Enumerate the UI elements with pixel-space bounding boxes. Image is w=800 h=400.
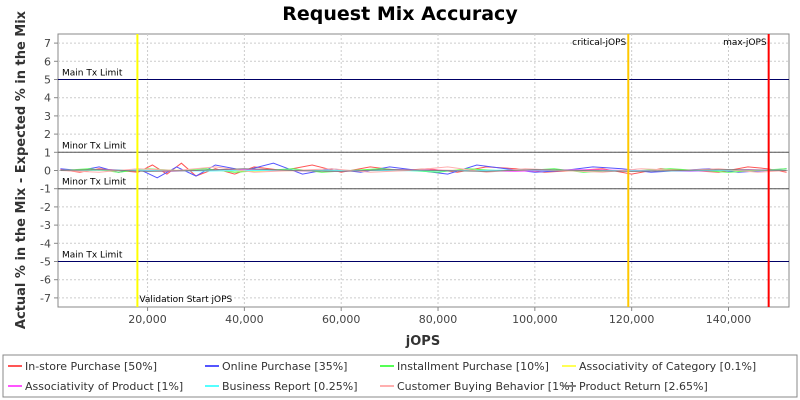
series-line: [60, 162, 787, 179]
marker-label: max-jOPS: [723, 38, 767, 48]
x-tick-label: 120,000: [609, 313, 655, 326]
legend-entry: In-store Purchase [50%]: [25, 360, 157, 373]
y-tick-label: -1: [40, 183, 51, 196]
y-tick-label: -3: [40, 219, 51, 232]
limit-label: Main Tx Limit: [62, 69, 123, 79]
y-tick-label: 3: [44, 110, 51, 123]
chart-title: Request Mix Accuracy: [282, 3, 518, 25]
x-tick-label: 20,000: [128, 313, 167, 326]
y-tick-label: -2: [40, 201, 51, 214]
x-tick-label: 40,000: [225, 313, 264, 326]
legend: In-store Purchase [50%] Online Purchase […: [8, 360, 756, 393]
x-tick-label: 60,000: [322, 313, 361, 326]
y-tick-label: 6: [44, 55, 51, 68]
x-tick-label: 80,000: [419, 313, 458, 326]
y-tick-label: -5: [40, 256, 51, 269]
legend-entry: Online Purchase [35%]: [222, 360, 347, 373]
legend-entry: Associativity of Product [1%]: [25, 380, 183, 393]
marker-label: Validation Start jOPS: [139, 295, 232, 305]
y-tick-label: 5: [44, 74, 51, 87]
limit-label: Minor Tx Limit: [62, 141, 127, 151]
series-line: [60, 168, 787, 172]
limit-label: Minor Tx Limit: [62, 178, 127, 188]
y-axis-label: Actual % in the Mix - Expected % in the …: [14, 10, 29, 329]
y-tick-label: 2: [44, 128, 51, 141]
x-axis-ticks: 20,000 40,000 60,000 80,000 100,000 120,000 14…: [128, 307, 751, 326]
legend-entry: Customer Buying Behavior [1%]: [397, 380, 574, 393]
y-tick-label: -6: [40, 274, 51, 287]
y-axis-ticks: 7 6 5 4 3 2 1 0 -1 -2 -3 -4 -5 -6 -7: [40, 37, 58, 305]
legend-entry: Business Report [0.25%]: [222, 380, 358, 393]
y-tick-label: 4: [44, 92, 51, 105]
x-axis-label: jOPS: [405, 334, 440, 349]
x-tick-label: 140,000: [706, 313, 752, 326]
legend-entry: Installment Purchase [10%]: [397, 360, 549, 373]
marker-lines: Validation Start jOPS critical-jOPS max-jO…: [136, 34, 770, 307]
limit-label: Main Tx Limit: [62, 251, 123, 261]
y-tick-label: 1: [44, 146, 51, 159]
y-tick-label: -4: [40, 237, 51, 250]
y-tick-label: -7: [40, 292, 51, 305]
legend-entry: Product Return [2.65%]: [579, 380, 708, 393]
series-lines: [60, 162, 787, 179]
y-tick-label: 7: [44, 37, 51, 50]
legend-entry: Associativity of Category [0.1%]: [579, 360, 756, 373]
limit-lines: Main Tx Limit Minor Tx Limit Minor Tx Limi…: [58, 69, 789, 262]
marker-label: critical-jOPS: [572, 38, 626, 48]
y-tick-label: 0: [44, 165, 51, 178]
legend-box: [2, 354, 798, 398]
series-line: [60, 162, 787, 177]
x-tick-label: 100,000: [512, 313, 558, 326]
